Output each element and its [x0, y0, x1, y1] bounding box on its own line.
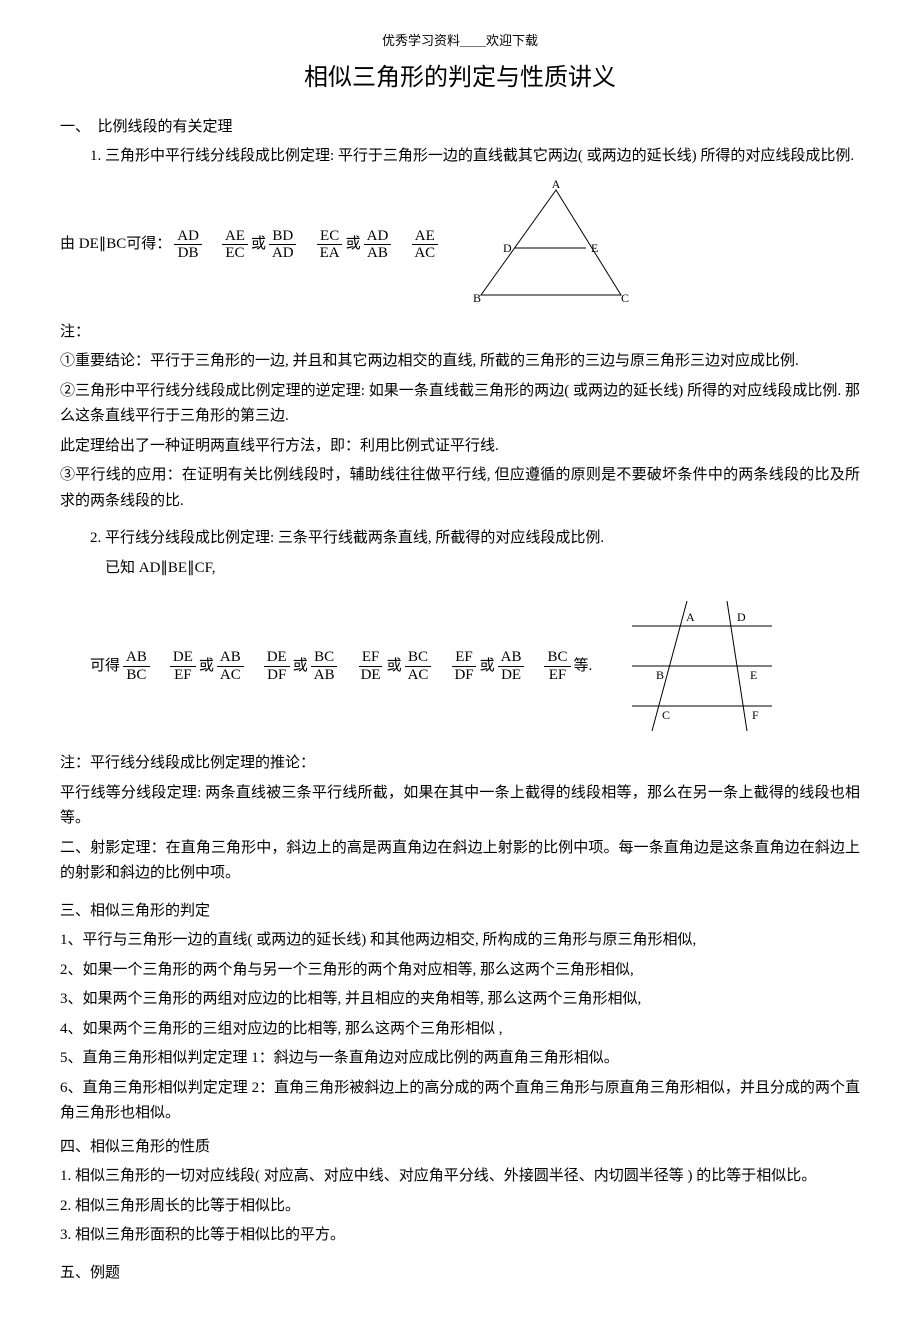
sec3-i5: 5、直角三角形相似判定定理 1：斜边与一条直角边对应成比例的两直角三角形相似。 [60, 1046, 860, 1072]
svg-text:A: A [686, 610, 695, 624]
svg-text:E: E [750, 668, 757, 682]
sec2-heading: 二、射影定理： [60, 840, 166, 856]
frac: BCEF [544, 649, 570, 683]
formula2-tail: 等. [574, 654, 593, 680]
frac: ADDB [174, 228, 202, 262]
sec3-i6: 6、直角三角形相似判定定理 2：直角三角形被斜边上的高分成的两个直角三角形与原直… [60, 1076, 860, 1127]
parallel-lines-diagram: A D B E C F [612, 591, 782, 741]
frac: ADAB [364, 228, 392, 262]
section-3-heading: 三、相似三角形的判定 [60, 899, 860, 925]
or-text: 或 [199, 654, 214, 680]
sec1-note5: ③平行线的应用：在证明有关比例线段时，辅助线往往做平行线, 但应遵循的原则是不要… [60, 463, 860, 514]
svg-text:C: C [662, 708, 670, 722]
frac: BDAD [269, 228, 297, 262]
svg-text:C: C [621, 291, 629, 305]
triangle-diagram: A B C D E [461, 180, 631, 310]
svg-text:F: F [752, 708, 759, 722]
sec4-i3: 3. 相似三角形面积的比等于相似比的平方。 [60, 1223, 860, 1249]
sec1-note6-head: 注：平行线分线段成比例定理的推论： [60, 751, 860, 777]
note-head: 注： [60, 320, 860, 346]
formula2-lead: 可得 [90, 654, 120, 680]
formula1-lead: 由 DE∥BC可得： [60, 232, 171, 258]
svg-text:B: B [656, 668, 664, 682]
sec1-item2-known: 已知 AD∥BE∥CF, [60, 556, 860, 582]
frac: ABDE [498, 649, 525, 683]
sec2-body: 在直角三角形中，斜边上的高是两直角边在斜边上射影的比例中项。每一条直角边是这条直… [60, 840, 860, 882]
frac: DEDF [264, 649, 290, 683]
svg-text:D: D [503, 241, 512, 255]
sec1-item1: 1. 三角形中平行线分线段成比例定理: 平行于三角形一边的直线截其它两边( 或两… [60, 144, 860, 170]
frac: ABBC [123, 649, 150, 683]
svg-text:A: A [552, 180, 561, 191]
frac: AEEC [222, 228, 248, 262]
header-small: 优秀学习资料＿＿欢迎下载 [60, 30, 860, 52]
svg-text:D: D [737, 610, 746, 624]
sec1-note1: ①重要结论：平行于三角形的一边, 并且和其它两边相交的直线, 所截的三角形的三边… [60, 349, 860, 375]
sec3-i2: 2、如果一个三角形的两个角与另一个三角形的两个角对应相等, 那么这两个三角形相似… [60, 958, 860, 984]
sec4-i1: 1. 相似三角形的一切对应线段( 对应高、对应中线、对应角平分线、外接圆半径、内… [60, 1164, 860, 1190]
or-text: 或 [387, 654, 402, 680]
section-2: 二、射影定理：在直角三角形中，斜边上的高是两直角边在斜边上射影的比例中项。每一条… [60, 836, 860, 887]
frac: ABAC [217, 649, 244, 683]
frac: EFDF [451, 649, 476, 683]
section-4-heading: 四、相似三角形的性质 [60, 1135, 860, 1161]
section-5-heading: 五、例题 [60, 1261, 860, 1287]
sec1-note6: 平行线等分线段定理: 两条直线被三条平行线所截，如果在其中一条上截得的线段相等，… [60, 781, 860, 832]
frac: EFDE [358, 649, 384, 683]
frac: BCAB [311, 649, 338, 683]
or-text: 或 [480, 654, 495, 680]
sec4-i2: 2. 相似三角形周长的比等于相似比。 [60, 1194, 860, 1220]
or-text: 或 [293, 654, 308, 680]
svg-text:B: B [473, 291, 481, 305]
or-text: 或 [346, 232, 361, 258]
frac: AEAC [411, 228, 438, 262]
sec1-note4: 此定理给出了一种证明两直线平行方法，即：利用比例式证平行线. [60, 434, 860, 460]
section-1-heading: 一、 比例线段的有关定理 [60, 115, 860, 141]
sec3-i1: 1、平行与三角形一边的直线( 或两边的延长线) 和其他两边相交, 所构成的三角形… [60, 928, 860, 954]
formula-row-1: 由 DE∥BC可得： ADDB AEEC 或 BDAD ECEA 或 ADAB … [60, 180, 860, 310]
page-title: 相似三角形的判定与性质讲义 [60, 58, 860, 99]
sec1-item2: 2. 平行线分线段成比例定理: 三条平行线截两条直线, 所截得的对应线段成比例. [60, 526, 860, 552]
frac: DEEF [170, 649, 196, 683]
formula-row-2: 可得 ABBC DEEF 或 ABAC DEDF 或 BCAB EFDE 或 B… [60, 591, 860, 741]
sec3-i4: 4、如果两个三角形的三组对应边的比相等, 那么这两个三角形相似 , [60, 1017, 860, 1043]
sec1-note3: ②三角形中平行线分线段成比例定理的逆定理: 如果一条直线截三角形的两边( 或两边… [60, 379, 860, 430]
frac: BCAC [405, 649, 432, 683]
or-text: 或 [251, 232, 266, 258]
formula-2: 可得 ABBC DEEF 或 ABAC DEDF 或 BCAB EFDE 或 B… [60, 649, 592, 683]
frac: ECEA [317, 228, 343, 262]
svg-text:E: E [591, 241, 598, 255]
formula-1: 由 DE∥BC可得： ADDB AEEC 或 BDAD ECEA 或 ADAB … [60, 228, 441, 262]
sec3-i3: 3、如果两个三角形的两组对应边的比相等, 并且相应的夹角相等, 那么这两个三角形… [60, 987, 860, 1013]
